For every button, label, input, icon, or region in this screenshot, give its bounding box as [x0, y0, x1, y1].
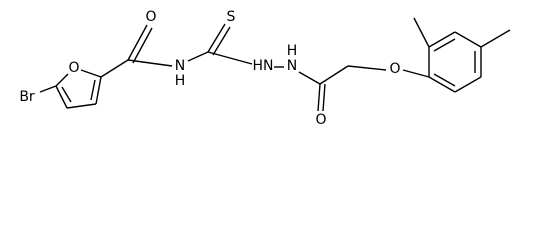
bonds — [39, 17, 511, 112]
atom-label: H — [287, 43, 298, 59]
atom-label: N — [287, 58, 297, 74]
atom-label: N — [175, 58, 185, 74]
atom-label: O — [315, 112, 326, 128]
atom-label: Br — [19, 89, 35, 105]
atom-label: O — [145, 9, 156, 25]
atom-label: O — [389, 61, 400, 77]
molecule-diagram: Br O O N H S HN N H O O — [19, 9, 511, 128]
atom-label: S — [227, 9, 236, 25]
atom-label: O — [68, 60, 79, 76]
atom-label: HN — [253, 58, 274, 74]
atom-label: H — [175, 73, 186, 89]
